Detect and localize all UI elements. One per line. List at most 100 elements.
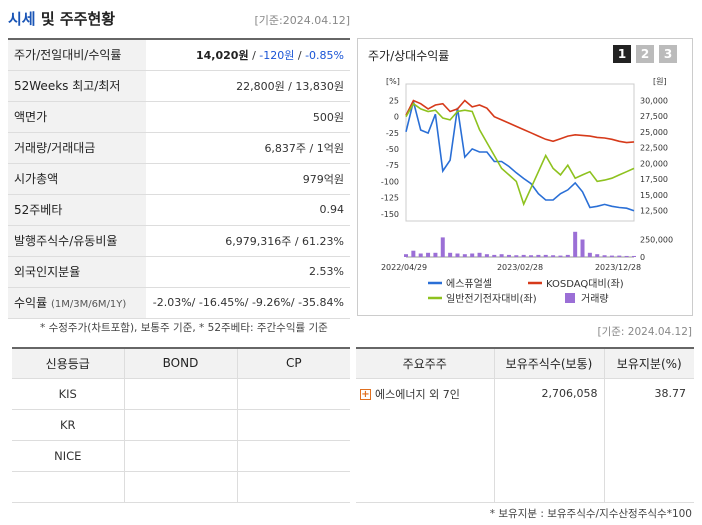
credit-header-bond: BOND — [124, 348, 238, 379]
quote-label: 52Weeks 최고/최저 — [8, 70, 146, 101]
quote-value: 500원 — [312, 110, 344, 124]
table-row: + 에스에너지 외 7인 2,706,058 38.77 — [356, 378, 694, 409]
quote-label: 거래량/거래대금 — [8, 132, 146, 163]
chart-panel: 주가/상대수익률 1 2 3 [%] [원] 25 0 -25 -50 -75 -100 -12… — [357, 38, 693, 316]
volume-bar — [477, 252, 482, 257]
volume-bar — [418, 253, 423, 257]
quote-row-beta: 52주베타 0.94 — [8, 194, 350, 225]
volume-bar — [440, 237, 445, 257]
table-row: KR — [12, 409, 350, 441]
credit-header-rating: 신용등급 — [12, 348, 125, 379]
volume-bar — [573, 231, 578, 257]
volume-bar — [499, 254, 504, 257]
table-row: NICE — [12, 440, 350, 472]
volume-bar — [411, 250, 416, 257]
right-axis-tick: 22,500 — [640, 144, 668, 153]
quote-row-volume: 거래량/거래대금 6,837주 / 1억원 — [8, 132, 350, 163]
section-title-bar: 시세 및 주주현황 [기준:2024.04.12] — [8, 8, 350, 36]
quote-row-shares: 발행주식수/유동비율 6,979,316주 / 61.23% — [8, 225, 350, 256]
volume-bar — [580, 239, 585, 257]
quote-label: 52주베타 — [8, 194, 146, 225]
stock-chart: [%] [원] 25 0 -25 -50 -75 -100 -125 -150 30,000 27,5… — [381, 77, 673, 305]
volume-bar — [595, 254, 600, 257]
series-line — [405, 101, 635, 212]
holder-shares: 2,706,058 — [494, 378, 605, 409]
quote-table: 주가/전일대비/수익률 14,020원 / -120원 / -0.85% 52W… — [8, 38, 350, 319]
volume-bar — [617, 255, 622, 257]
holder-reference-date: [기준: 2024.04.12] — [597, 326, 692, 338]
quote-label: 주가/전일대비/수익률 — [8, 39, 146, 70]
volume-bar — [529, 255, 534, 257]
volume-bar — [536, 254, 541, 257]
left-axis-tick: -75 — [386, 161, 399, 170]
right-axis-tick: 20,000 — [640, 159, 668, 168]
quote-label-sub: (1M/3M/6M/1Y) — [50, 299, 127, 310]
legend-label: 에스퓨얼셀 — [446, 278, 492, 290]
x-axis-tick: 2023/02/28 — [497, 263, 543, 272]
volume-axis-tick: 250,000 — [640, 236, 673, 245]
left-axis-tick: 25 — [389, 96, 399, 105]
volume-bar — [470, 253, 475, 257]
volume-bar — [448, 252, 453, 257]
left-axis-tick: 0 — [394, 113, 399, 122]
volume-bar — [587, 252, 592, 257]
x-axis-tick: 2023/12/28 — [595, 263, 641, 272]
left-axis-tick: -25 — [386, 129, 399, 138]
volume-bar — [492, 254, 497, 257]
section-title-main: 시세 — [8, 10, 36, 28]
credit-agency — [12, 471, 125, 503]
credit-agency: NICE — [12, 440, 125, 472]
quote-row-price: 주가/전일대비/수익률 14,020원 / -120원 / -0.85% — [8, 39, 350, 70]
quote-value: 22,800원 / 13,830원 — [236, 79, 344, 93]
price-change-rate: -0.85% — [305, 48, 344, 62]
volume-bar — [404, 254, 408, 257]
volume-bar — [609, 255, 614, 257]
holder-header-shares: 보유주식수(보통) — [494, 348, 605, 379]
legend-label: KOSDAQ대비(좌) — [546, 278, 624, 290]
right-axis-tick: 27,500 — [640, 112, 668, 121]
quote-value-returns: -2.03%/ -16.45%/ -9.26%/ -35.84% — [152, 296, 344, 309]
quote-value: 0.94 — [319, 203, 345, 216]
volume-bar — [455, 253, 460, 257]
volume-bar — [602, 255, 607, 257]
expand-plus-icon[interactable]: + — [360, 389, 371, 401]
legend-label: 거래량 — [581, 293, 609, 305]
quote-value: 2.53% — [309, 265, 344, 278]
reference-date: [기준:2024.04.12] — [254, 14, 350, 27]
volume-bar — [426, 252, 431, 257]
right-axis-unit: [원] — [653, 77, 667, 86]
quote-label: 시가총액 — [8, 163, 146, 194]
chart-tab-2[interactable]: 2 — [636, 45, 654, 63]
legend-swatch — [565, 293, 575, 303]
table-row: KIS — [12, 378, 350, 410]
current-price: 14,020원 — [196, 48, 249, 62]
left-axis-tick: -125 — [381, 194, 399, 203]
volume-bar — [558, 255, 563, 257]
holder-name: 에스에너지 외 7인 — [375, 387, 460, 401]
right-axis-tick: 15,000 — [640, 191, 668, 200]
volume-bar — [565, 254, 570, 257]
left-axis-tick: -150 — [381, 210, 399, 219]
credit-agency: KIS — [12, 378, 125, 410]
volume-bar — [543, 254, 548, 257]
right-axis-tick: 30,000 — [640, 96, 668, 105]
quote-value: 6,979,316주 / 61.23% — [225, 234, 344, 248]
chart-tab-3[interactable]: 3 — [659, 45, 677, 63]
left-axis-unit: [%] — [386, 77, 400, 86]
quote-value: 6,837주 / 1억원 — [264, 141, 344, 155]
holder-header-name: 주요주주 — [356, 348, 495, 379]
quote-label: 외국인지분율 — [8, 256, 146, 287]
quote-footnote: * 수정주가(차트포함), 보통주 기준, * 52주베타: 주간수익률 기준 — [40, 322, 328, 334]
quote-label: 액면가 — [8, 101, 146, 132]
volume-bar — [506, 254, 511, 257]
credit-header-cp: CP — [237, 348, 350, 379]
chart-plot-frame — [405, 83, 635, 222]
quote-label: 수익률 — [14, 296, 48, 310]
right-axis-tick: 25,000 — [640, 128, 668, 137]
table-row — [12, 471, 350, 503]
volume-axis-tick: 0 — [640, 253, 645, 262]
chart-tab-1[interactable]: 1 — [613, 45, 631, 63]
legend-label: 일반전기전자대비(좌) — [446, 293, 537, 305]
quote-row-52weeks: 52Weeks 최고/최저 22,800원 / 13,830원 — [8, 70, 350, 101]
holder-ratio: 38.77 — [654, 387, 687, 401]
